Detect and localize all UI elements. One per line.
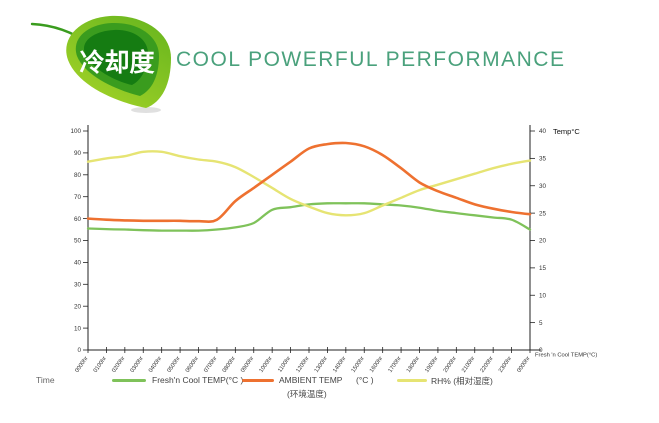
svg-text:25: 25: [539, 210, 547, 217]
legend-label-rh: RH% (相对湿度): [431, 376, 493, 386]
series-line-ambient: [86, 141, 532, 223]
chart-legend: Time Fresh'n Cool TEMP(°C ) AMBIENT TEMP…: [0, 372, 659, 417]
svg-text:15: 15: [539, 265, 547, 272]
svg-text:20: 20: [74, 303, 82, 310]
legend-line-fresh: [112, 379, 146, 382]
svg-text:30: 30: [74, 282, 82, 289]
svg-text:40: 40: [74, 260, 82, 267]
legend-sublabel-ambient: (环境温度): [287, 389, 327, 399]
svg-text:80: 80: [74, 172, 82, 179]
series-line-rh: [86, 150, 532, 217]
right-axis-ticks: 0 5 10 15 20 25 30 35 40: [530, 128, 547, 354]
legend-line-ambient: [242, 379, 274, 382]
svg-text:100: 100: [70, 128, 81, 135]
legend-label-fresh: Fresh'n Cool TEMP(°C ): [152, 375, 244, 385]
svg-text:30: 30: [539, 183, 547, 190]
header: 冷却度 COOL POWERFUL PERFORMANCE: [0, 0, 659, 113]
svg-text:90: 90: [74, 150, 82, 157]
leaf-inner-layer: [83, 29, 149, 85]
legend-line-rh: [397, 379, 427, 382]
leaf-shadow: [131, 107, 161, 113]
axes: [87, 125, 541, 351]
svg-text:70: 70: [74, 194, 82, 201]
x-axis-title: Time: [36, 375, 55, 385]
svg-text:40: 40: [539, 128, 547, 135]
svg-text:5: 5: [539, 320, 543, 327]
svg-text:20: 20: [539, 238, 547, 245]
right-axis-title: Temp°C: [553, 127, 580, 136]
svg-text:35: 35: [539, 156, 547, 163]
x-axis-ticks: 0000hr 0100hr 0200hr 0300hr 0400hr 0500hr 0600…: [74, 347, 532, 374]
legend-label-ambient-unit: (°C ): [356, 375, 374, 385]
svg-text:0: 0: [539, 347, 543, 354]
performance-chart: 0 10 20 30 40 50 60 70 80 90 100 0 5 10 15 20 25 30 35 40 Te…: [70, 125, 597, 374]
page-title: COOL POWERFUL PERFORMANCE: [176, 48, 566, 71]
svg-text:50: 50: [74, 238, 82, 245]
legend-label-ambient: AMBIENT TEMP: [279, 375, 343, 385]
logo-text: 冷却度: [79, 48, 154, 77]
svg-text:10: 10: [74, 325, 82, 332]
svg-text:1100hr: 1100hr: [277, 356, 292, 374]
svg-text:10: 10: [539, 292, 547, 299]
svg-text:60: 60: [74, 216, 82, 223]
x-end-label: Fresh 'n Cool TEMP(°C): [535, 353, 597, 359]
leaf-logo: 冷却度: [30, 15, 171, 113]
svg-text:0: 0: [77, 347, 81, 354]
left-axis-ticks: 0 10 20 30 40 50 60 70 80 90 100: [70, 128, 88, 354]
series-line-fresh: [86, 202, 532, 232]
